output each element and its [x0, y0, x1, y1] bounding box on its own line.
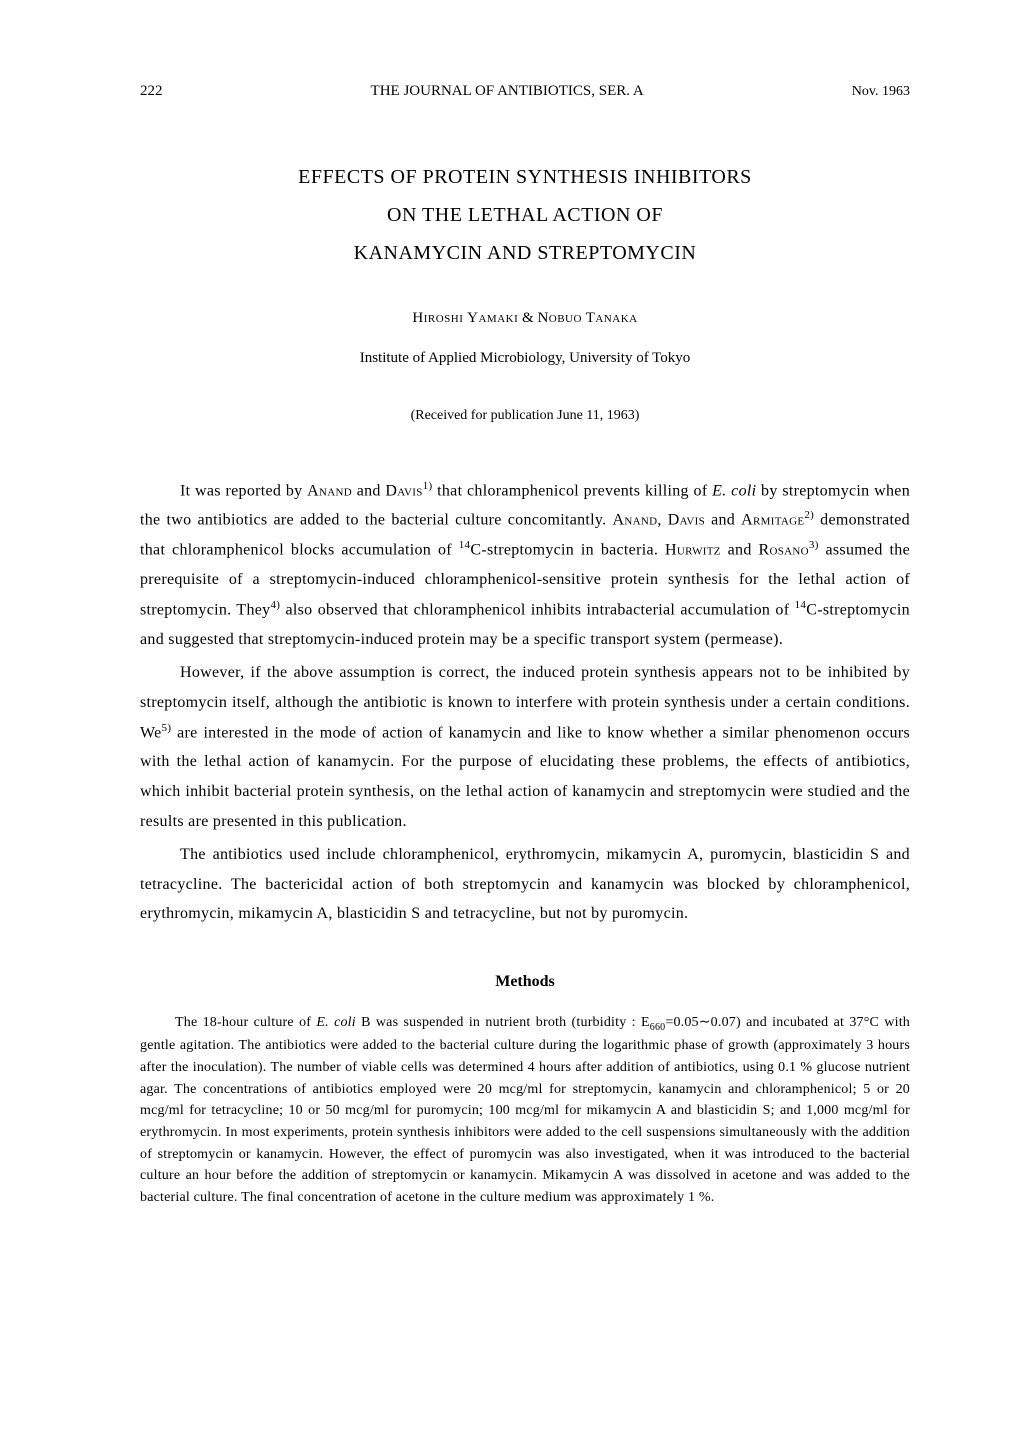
title-line-3: KANAMYCIN AND STREPTOMYCIN — [354, 242, 697, 264]
author-1-last: Yamaki — [467, 310, 518, 326]
running-header: 222 THE JOURNAL OF ANTIBIOTICS, SER. A N… — [140, 80, 910, 103]
authors-ampersand: & — [522, 310, 537, 326]
title-line-1: EFFECTS OF PROTEIN SYNTHESIS INHIBITORS — [298, 166, 752, 188]
spacer — [140, 933, 910, 945]
article-title: EFFECTS OF PROTEIN SYNTHESIS INHIBITORS … — [140, 158, 910, 272]
journal-name: THE JOURNAL OF ANTIBIOTICS, SER. A — [163, 80, 852, 103]
affiliation: Institute of Applied Microbiology, Unive… — [140, 347, 910, 370]
received-date: (Received for publication June 11, 1963) — [140, 405, 910, 426]
paragraph-3: The antibiotics used include chloramphen… — [140, 840, 910, 929]
author-2-last: Tanaka — [586, 310, 638, 326]
page-number: 222 — [140, 80, 163, 103]
author-2-first: Nobuo — [537, 310, 582, 326]
paragraph-2: However, if the above assumption is corr… — [140, 658, 910, 836]
authors: Hiroshi Yamaki & Nobuo Tanaka — [140, 307, 910, 330]
methods-paragraph: The 18-hour culture of E. coli B was sus… — [140, 1012, 910, 1209]
methods-heading: Methods — [140, 970, 910, 994]
issue-date: Nov. 1963 — [852, 81, 910, 102]
paragraph-1: It was reported by Anand and Davis1) tha… — [140, 476, 910, 655]
author-1-first: Hiroshi — [412, 310, 463, 326]
title-line-2: ON THE LETHAL ACTION OF — [387, 204, 663, 226]
